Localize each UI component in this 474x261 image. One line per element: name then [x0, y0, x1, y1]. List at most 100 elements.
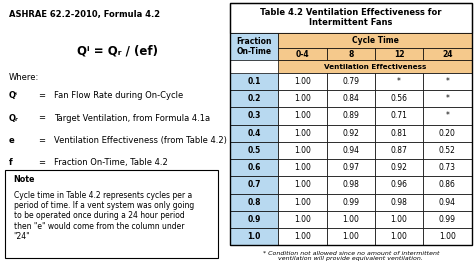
Bar: [375, 90, 423, 107]
Bar: [278, 73, 327, 90]
Text: 0.2: 0.2: [247, 94, 261, 103]
Text: 0.89: 0.89: [342, 111, 359, 120]
Text: 0.4: 0.4: [247, 129, 261, 138]
Bar: [375, 107, 423, 124]
Text: 0.96: 0.96: [391, 180, 408, 189]
Text: *: *: [446, 111, 449, 120]
Text: 0.20: 0.20: [439, 129, 456, 138]
Text: 24: 24: [442, 50, 453, 58]
Bar: [278, 194, 327, 211]
Bar: [4, 170, 219, 258]
Text: 1.00: 1.00: [439, 232, 456, 241]
Text: 0.86: 0.86: [439, 180, 456, 189]
Text: 8: 8: [348, 50, 354, 58]
Bar: [375, 211, 423, 228]
Text: 1.0: 1.0: [247, 232, 261, 241]
Text: 1.00: 1.00: [294, 215, 311, 224]
Bar: [423, 90, 472, 107]
Bar: [423, 211, 472, 228]
Text: 0.7: 0.7: [247, 180, 261, 189]
Bar: [375, 124, 423, 142]
Text: 0.1: 0.1: [247, 77, 261, 86]
Text: 1.00: 1.00: [294, 111, 311, 120]
Bar: [423, 73, 472, 90]
Bar: [278, 124, 327, 142]
Text: 12: 12: [394, 50, 404, 58]
Text: =: =: [38, 114, 46, 122]
Bar: [327, 228, 375, 245]
Text: 1.00: 1.00: [294, 94, 311, 103]
Bar: [375, 73, 423, 90]
Bar: [230, 107, 278, 124]
Bar: [230, 3, 472, 33]
Text: 0.94: 0.94: [342, 146, 359, 155]
Text: e: e: [9, 136, 15, 145]
Bar: [423, 107, 472, 124]
Text: Ventilation Effectiveness (from Table 4.2): Ventilation Effectiveness (from Table 4.…: [54, 136, 227, 145]
Text: Fraction On-Time, Table 4.2: Fraction On-Time, Table 4.2: [54, 158, 168, 167]
Text: 1.00: 1.00: [294, 232, 311, 241]
Text: 1.00: 1.00: [294, 180, 311, 189]
Text: 0.84: 0.84: [342, 94, 359, 103]
Text: 1.00: 1.00: [294, 163, 311, 172]
Bar: [278, 228, 327, 245]
Text: f: f: [9, 158, 13, 167]
Bar: [278, 48, 327, 60]
Bar: [327, 211, 375, 228]
Text: 0.99: 0.99: [439, 215, 456, 224]
Bar: [230, 159, 278, 176]
Bar: [375, 48, 423, 60]
Bar: [423, 142, 472, 159]
Text: 0.56: 0.56: [391, 94, 408, 103]
Bar: [423, 194, 472, 211]
Text: 1.00: 1.00: [294, 129, 311, 138]
Text: Target Ventilation, from Formula 4.1a: Target Ventilation, from Formula 4.1a: [54, 114, 210, 122]
Bar: [230, 73, 278, 90]
Text: Cycle time in Table 4.2 represents cycles per a
period of time. If a vent system: Cycle time in Table 4.2 represents cycle…: [13, 191, 194, 241]
Text: 0.97: 0.97: [342, 163, 359, 172]
Text: * Condition not allowed since no amount of intermittent
ventilation will provide: * Condition not allowed since no amount …: [263, 251, 439, 261]
Text: 0.98: 0.98: [342, 180, 359, 189]
Text: 1.00: 1.00: [294, 198, 311, 207]
Bar: [423, 124, 472, 142]
Text: Ventilation Effectiveness: Ventilation Effectiveness: [324, 64, 426, 69]
Text: ASHRAE 62.2-2010, Formula 4.2: ASHRAE 62.2-2010, Formula 4.2: [9, 10, 160, 19]
Bar: [375, 142, 423, 159]
Text: Where:: Where:: [9, 73, 39, 82]
Text: 0.92: 0.92: [391, 163, 408, 172]
Text: 0.8: 0.8: [247, 198, 261, 207]
Bar: [423, 176, 472, 194]
Bar: [327, 107, 375, 124]
Bar: [375, 176, 423, 194]
Bar: [230, 33, 278, 60]
Bar: [278, 60, 472, 73]
Text: 0.73: 0.73: [439, 163, 456, 172]
Text: 0.87: 0.87: [391, 146, 408, 155]
Text: 1.00: 1.00: [391, 215, 408, 224]
Text: 0.99: 0.99: [342, 198, 359, 207]
Text: Table 4.2 Ventilation Effectiveness for
Intermittent Fans: Table 4.2 Ventilation Effectiveness for …: [260, 8, 442, 27]
Text: 0.81: 0.81: [391, 129, 408, 138]
Text: Cycle Time: Cycle Time: [352, 36, 398, 45]
Bar: [327, 159, 375, 176]
Text: Qⁱ = Qᵣ / (ef): Qⁱ = Qᵣ / (ef): [77, 44, 157, 57]
Text: Note: Note: [13, 175, 35, 184]
Bar: [230, 176, 278, 194]
Text: 0.5: 0.5: [247, 146, 261, 155]
Text: 0.6: 0.6: [247, 163, 261, 172]
Bar: [278, 211, 327, 228]
Text: 1.00: 1.00: [342, 215, 359, 224]
Text: 1.00: 1.00: [391, 232, 408, 241]
Text: =: =: [38, 91, 46, 100]
Bar: [327, 124, 375, 142]
Text: 1.00: 1.00: [342, 232, 359, 241]
Bar: [375, 194, 423, 211]
Bar: [423, 159, 472, 176]
Text: 0-4: 0-4: [296, 50, 310, 58]
Bar: [230, 194, 278, 211]
Text: Qᵣ: Qᵣ: [9, 114, 19, 122]
Bar: [278, 142, 327, 159]
Bar: [327, 176, 375, 194]
Text: *: *: [397, 77, 401, 86]
Bar: [278, 33, 472, 48]
